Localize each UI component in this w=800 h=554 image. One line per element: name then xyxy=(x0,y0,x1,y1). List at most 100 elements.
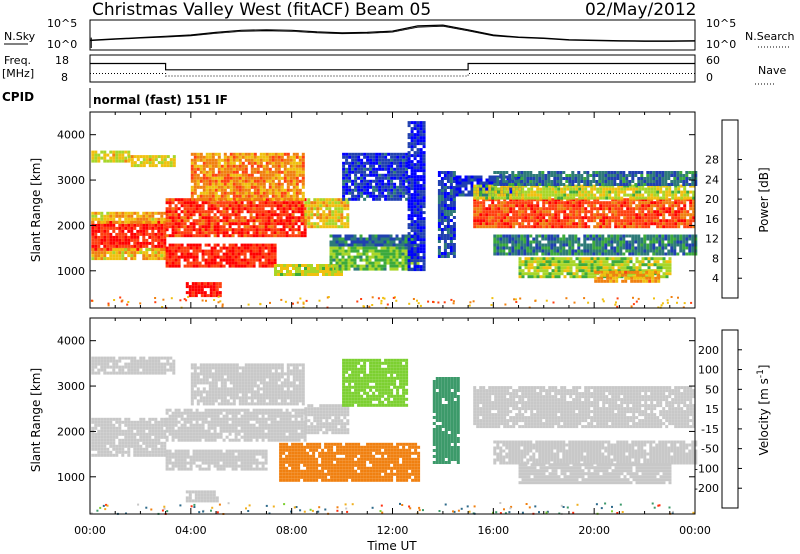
heatmap-cell xyxy=(638,187,642,191)
heatmap-cell xyxy=(368,237,372,241)
heatmap-cell xyxy=(343,201,347,205)
heatmap-cell xyxy=(482,193,486,197)
heatmap-cell xyxy=(139,220,143,224)
heatmap-cell xyxy=(497,213,501,217)
heatmap-cell xyxy=(357,191,361,195)
heatmap-cell xyxy=(419,193,423,197)
heatmap-cell xyxy=(593,201,597,205)
heatmap-cell xyxy=(118,235,122,239)
heatmap-cell xyxy=(384,197,388,201)
heatmap-cell xyxy=(502,234,506,238)
heatmap-cell xyxy=(241,197,245,201)
heatmap-cell xyxy=(292,158,296,162)
heatmap-cell xyxy=(674,222,678,226)
heatmap-cell xyxy=(554,210,558,214)
heatmap-cell xyxy=(646,243,650,247)
heatmap-cell xyxy=(407,190,411,194)
heatmap-cell xyxy=(259,155,263,159)
heatmap-cell xyxy=(220,185,224,189)
heatmap-cell xyxy=(154,164,158,168)
heatmap-cell xyxy=(595,252,599,256)
heatmap-cell xyxy=(643,240,647,244)
heatmap-cell xyxy=(372,152,376,156)
heatmap-cell xyxy=(106,229,110,233)
heatmap-cell xyxy=(216,264,220,268)
heatmap-cell xyxy=(446,207,450,210)
heatmap-cell xyxy=(279,216,283,220)
heatmap-cell xyxy=(413,121,417,125)
heatmap-cell xyxy=(662,207,666,211)
heatmap-cell xyxy=(566,198,570,202)
heatmap-cell xyxy=(493,240,497,244)
heatmap-cell xyxy=(614,207,618,211)
heatmap-cell xyxy=(360,173,364,177)
heatmap-cell xyxy=(353,237,357,241)
heatmap-cell xyxy=(180,225,184,229)
heatmap-cell xyxy=(581,196,585,200)
heatmap-cell xyxy=(649,243,653,247)
heatmap-cell xyxy=(121,248,125,252)
heatmap-cell xyxy=(575,213,579,217)
heatmap-cell xyxy=(100,150,104,154)
heatmap-cell xyxy=(694,171,698,174)
heatmap-cell xyxy=(437,255,441,258)
heatmap-cell xyxy=(291,222,295,226)
heatmap-cell xyxy=(207,201,211,205)
heatmap-cell xyxy=(165,201,169,205)
heatmap-cell xyxy=(294,234,298,238)
heatmap-cell xyxy=(440,201,444,204)
heatmap-cell xyxy=(514,243,518,247)
heatmap-cell xyxy=(345,176,349,180)
heatmap-cell xyxy=(348,170,352,174)
heatmap-cell xyxy=(359,237,363,241)
heatmap-cell xyxy=(677,216,681,220)
heatmap-cell xyxy=(542,196,546,200)
heatmap-cell xyxy=(371,240,375,244)
heatmap-cell xyxy=(160,254,164,258)
heatmap-cell xyxy=(440,252,444,255)
heatmap-cell xyxy=(91,156,95,160)
heatmap-cell xyxy=(268,152,272,156)
heatmap-cell xyxy=(405,185,409,189)
heatmap-cell xyxy=(668,213,672,217)
heatmap-cell xyxy=(500,216,504,220)
heatmap-cell xyxy=(237,222,241,226)
heatmap-cell xyxy=(509,207,513,211)
heatmap-cell xyxy=(100,254,104,258)
heatmap-cell xyxy=(650,216,654,220)
heatmap-cell xyxy=(121,159,125,163)
station-title: Christmas Valley West (fitACF) xyxy=(92,0,350,20)
heatmap-cell xyxy=(488,225,492,229)
heatmap-cell xyxy=(611,207,615,211)
heatmap-cell xyxy=(121,251,125,255)
heatmap-cell xyxy=(506,213,510,217)
heatmap-cell xyxy=(589,249,593,253)
heatmap-cell xyxy=(354,152,358,156)
heatmap-cell xyxy=(264,198,268,202)
heatmap-cell xyxy=(190,170,194,174)
heatmap-cell xyxy=(294,216,298,220)
heatmap-cell xyxy=(196,152,200,156)
heatmap-cell xyxy=(559,174,563,177)
heatmap-cell xyxy=(341,261,345,265)
heatmap-cell xyxy=(255,246,259,250)
heatmap-cell xyxy=(295,185,299,189)
heatmap-cell xyxy=(470,187,474,191)
heatmap-cell xyxy=(387,167,391,171)
heatmap-cell xyxy=(378,164,382,168)
heatmap-cell xyxy=(646,246,650,250)
heatmap-cell xyxy=(458,187,462,191)
heatmap-cell xyxy=(205,179,209,183)
heatmap-cell xyxy=(331,273,334,276)
heatmap-cell xyxy=(190,164,194,168)
heatmap-cell xyxy=(127,158,131,162)
heatmap-cell xyxy=(208,161,212,165)
heatmap-cell xyxy=(189,246,193,250)
heatmap-cell xyxy=(691,177,695,180)
heatmap-cell xyxy=(180,210,184,214)
heatmap-cell xyxy=(273,261,277,265)
heatmap-cell xyxy=(380,240,384,244)
heatmap-cell xyxy=(389,249,393,253)
heatmap-cell xyxy=(619,249,623,253)
heatmap-cell xyxy=(520,183,524,186)
